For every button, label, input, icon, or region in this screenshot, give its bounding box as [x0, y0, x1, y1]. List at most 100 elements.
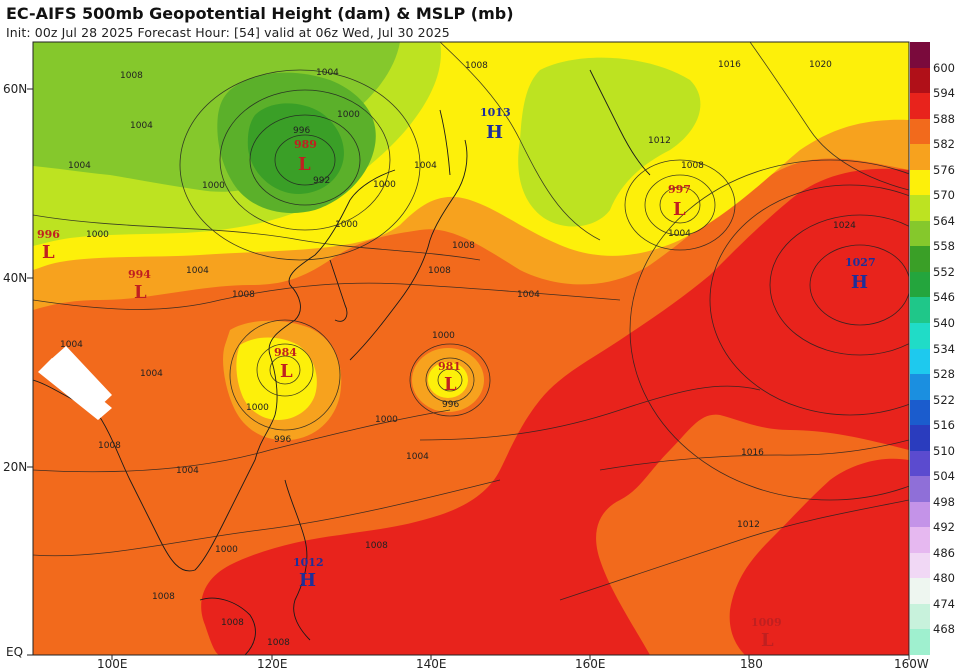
missing-data-stripe — [38, 346, 112, 420]
contour-label: 1000 — [246, 403, 269, 413]
contour-label: 996 — [274, 435, 291, 445]
isobar-north1 — [439, 42, 601, 241]
contour-label: 1008 — [267, 638, 290, 648]
colorbar-segment — [910, 629, 930, 656]
isobar-ty1c — [229, 319, 341, 431]
isobar-low2c — [624, 159, 736, 251]
colorbar-segment — [910, 297, 930, 324]
contour-label: 1000 — [215, 545, 238, 555]
colorbar-segment — [910, 399, 930, 426]
isobar-low2 — [659, 186, 701, 224]
contour-label: 1008 — [365, 541, 388, 551]
low-symbol: L — [298, 154, 311, 175]
colorbar-segment — [910, 271, 930, 298]
lat-label-eq: EQ — [6, 645, 24, 659]
contour-label: 992 — [313, 176, 330, 186]
low-symbol: L — [444, 374, 457, 395]
contour-label: 1000 — [335, 220, 358, 230]
colorbar-label: 486 — [933, 545, 955, 560]
tick-marks — [27, 88, 910, 660]
colorbar-segment — [910, 246, 930, 273]
contour-label: 1008 — [452, 241, 475, 251]
colorbar-label: 510 — [933, 443, 955, 458]
colorbar — [910, 42, 930, 656]
coast-asia — [33, 169, 396, 572]
coast-kamchatka — [589, 69, 651, 176]
colorbar-segment — [910, 578, 930, 605]
map-frame — [32, 41, 910, 656]
colorbar-label: 474 — [933, 596, 955, 611]
fill-cyclone-bubble2 — [428, 362, 468, 398]
isobar-ty1 — [269, 355, 301, 385]
contour-label: 1000 — [337, 110, 360, 120]
high-symbol: H — [851, 272, 868, 293]
fill-typhoon-bubble2 — [236, 337, 317, 420]
contour-label: 1000 — [202, 181, 225, 191]
colorbar-label: 564 — [933, 213, 955, 228]
contour-label: 1000 — [375, 415, 398, 425]
contour-label: 1004 — [414, 161, 437, 171]
pressure-value: 989 — [294, 138, 317, 151]
contour-label: 1000 — [432, 331, 455, 341]
colorbar-label: 480 — [933, 571, 955, 586]
isobar-layer — [33, 42, 909, 601]
colorbar-segment — [910, 67, 930, 94]
contour-label: 1016 — [741, 448, 764, 458]
contour-label: 1008 — [120, 71, 143, 81]
contour-label: 996 — [293, 126, 310, 136]
contour-label: 1004 — [68, 161, 91, 171]
height-fill-layer — [33, 42, 909, 655]
fill-594-tail — [729, 458, 909, 655]
isobar-ty2b — [425, 357, 475, 403]
colorbar-segment — [910, 552, 930, 579]
isobar-south1 — [33, 409, 451, 473]
colorbar-segment — [910, 169, 930, 196]
colorbar-label: 582 — [933, 137, 955, 152]
colorbar-label: 540 — [933, 315, 955, 330]
colorbar-segment — [910, 144, 930, 171]
contour-label: 1004 — [406, 452, 429, 462]
contour-label: 1004 — [668, 229, 691, 239]
isobar-high1c — [709, 184, 909, 416]
colorbar-segment — [910, 476, 930, 503]
colorbar-label: 504 — [933, 469, 955, 484]
high-symbol: H — [486, 122, 503, 143]
high-symbol: H — [299, 570, 316, 591]
isobar-1008-line — [33, 479, 501, 557]
colorbar-label: 534 — [933, 341, 955, 356]
isobar-low1d — [179, 69, 421, 261]
pressure-value: 984 — [274, 346, 297, 359]
pressure-value: 1012 — [293, 556, 324, 569]
colorbar-label: 594 — [933, 86, 955, 101]
colorbar-label: 528 — [933, 367, 955, 382]
colorbar-segment — [910, 425, 930, 452]
coast-sakhalin — [439, 109, 451, 176]
colorbar-label: 558 — [933, 239, 955, 254]
isobar-south2 — [419, 385, 761, 441]
isobar-ty2 — [437, 368, 463, 392]
colorbar-segment — [910, 93, 930, 120]
contour-label: 1004 — [140, 369, 163, 379]
isobar-1016-line — [599, 439, 909, 471]
pressure-value: 981 — [438, 360, 461, 373]
pressure-value: 994 — [128, 268, 151, 281]
colorbar-label: 522 — [933, 392, 955, 407]
contour-label: 1004 — [176, 466, 199, 476]
isobar-low1b — [249, 114, 361, 206]
colorbar-segment — [910, 527, 930, 554]
coastline-layer — [33, 69, 651, 655]
colorbar-label: 498 — [933, 494, 955, 509]
low-symbol: L — [42, 242, 55, 263]
contour-label: 1004 — [186, 266, 209, 276]
isobar-1004-line — [33, 282, 621, 310]
contour-label: 1020 — [809, 60, 832, 70]
isobar-1000-line — [33, 214, 481, 261]
contour-label: 1000 — [86, 230, 109, 240]
colorbar-segment — [910, 195, 930, 222]
contour-label: 1024 — [833, 221, 856, 231]
contour-label: 1004 — [130, 121, 153, 131]
isobar-ty1b — [256, 343, 314, 397]
lon-label-160e: 160E — [575, 657, 606, 671]
isobar-ty2c — [409, 343, 491, 417]
contour-label: 1016 — [718, 60, 741, 70]
